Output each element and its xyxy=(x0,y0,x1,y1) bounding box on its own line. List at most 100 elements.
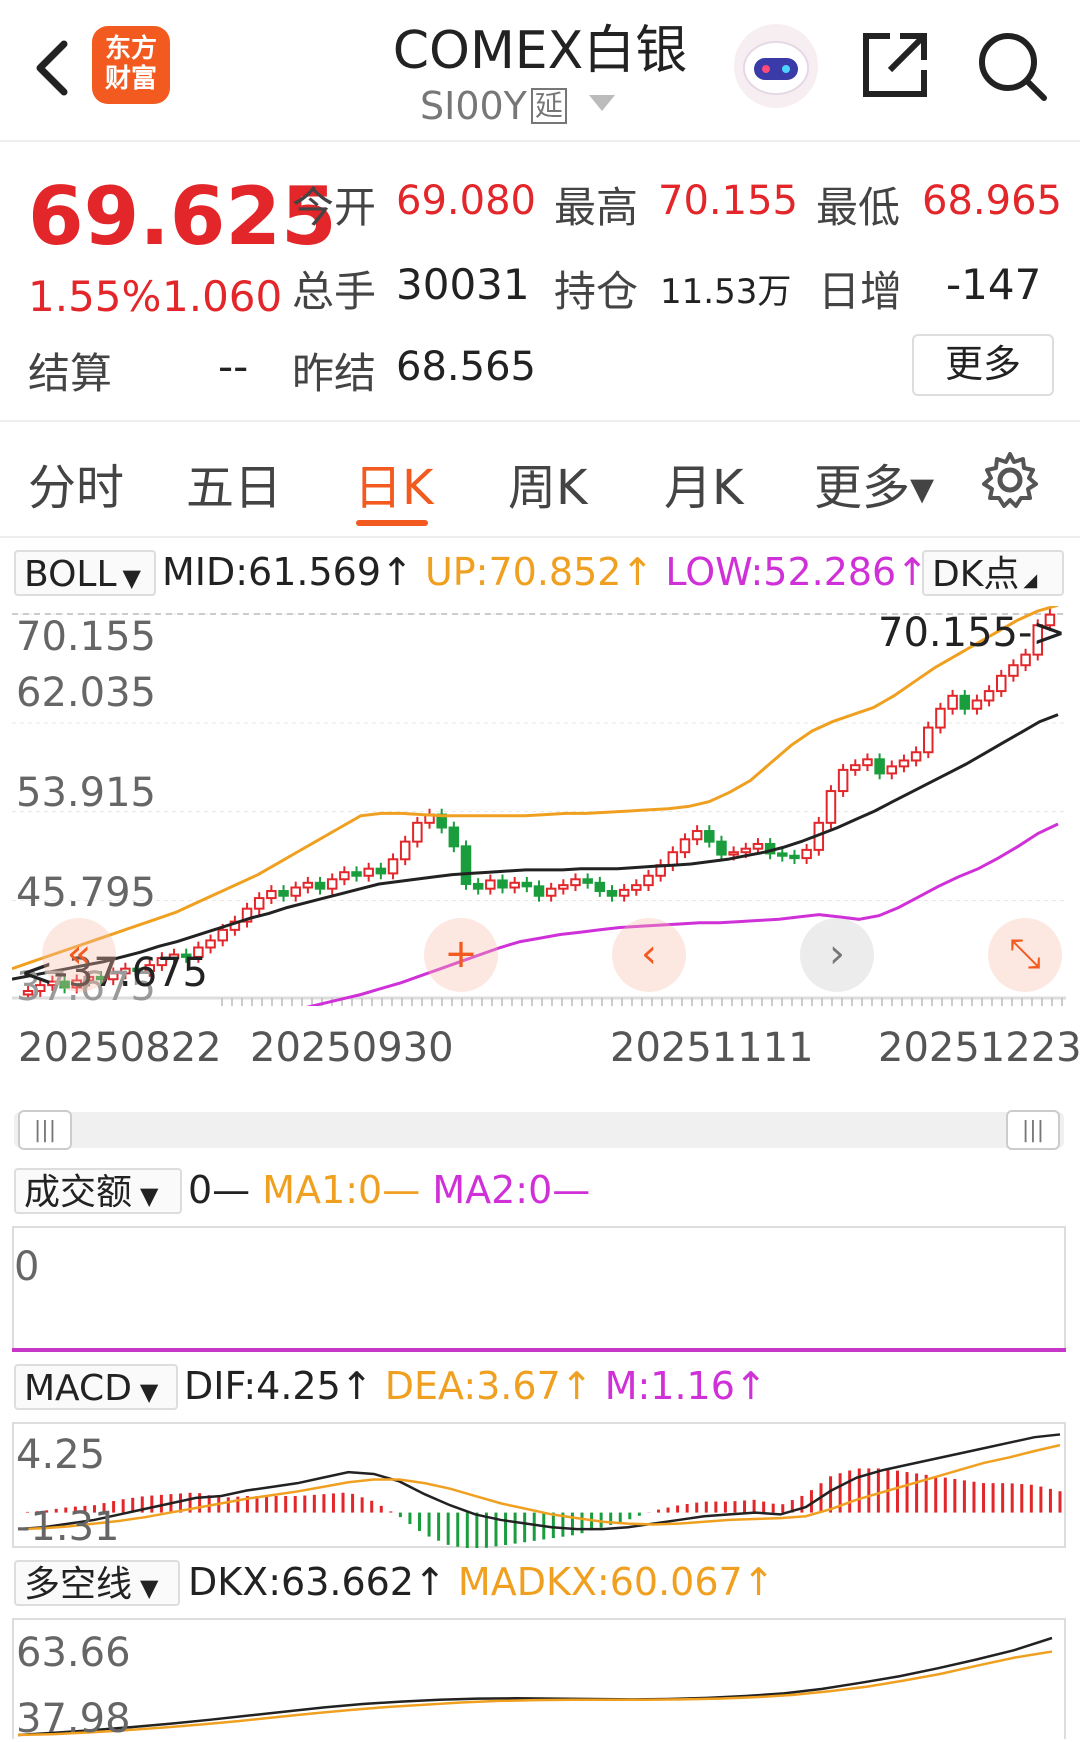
y-tick-label: 37.675 xyxy=(16,964,156,1010)
fullscreen-expand-icon[interactable]: ⤡ xyxy=(988,918,1062,992)
candle-body xyxy=(643,874,654,887)
low-value: 68.965 xyxy=(922,178,1062,224)
search-icon[interactable] xyxy=(976,30,1048,106)
macd-dif-line xyxy=(17,1433,1061,1531)
candle-body xyxy=(387,858,399,875)
scrollbar-left-handle[interactable]: ||| xyxy=(18,1110,72,1150)
settings-gear-icon[interactable] xyxy=(980,450,1040,514)
zoom-in-plus-icon[interactable]: + xyxy=(424,918,498,992)
volume-ma-line xyxy=(12,1348,1066,1352)
tab-more[interactable]: 更多▾ xyxy=(814,460,935,516)
volume-chart[interactable] xyxy=(12,1226,1066,1352)
candle-body xyxy=(83,975,95,982)
dkx-y-bottom: 37.98 xyxy=(16,1696,131,1742)
dropdown-triangle-icon: ▼ xyxy=(140,1574,159,1602)
candle-body xyxy=(180,953,192,958)
macd-dea-line xyxy=(17,1443,1061,1531)
assistant-robot-icon[interactable] xyxy=(734,24,818,108)
candle-body xyxy=(59,980,70,989)
fast-back-icon[interactable]: « xyxy=(42,918,116,992)
candle-body xyxy=(314,881,326,890)
macd-indicator-selector[interactable]: MACD ▼ xyxy=(14,1364,178,1410)
change-amount: 1.060 xyxy=(162,272,283,321)
candle-body xyxy=(1032,624,1044,656)
candle-body xyxy=(558,884,569,890)
candle-body xyxy=(460,845,472,885)
candle-body xyxy=(241,907,253,923)
y-tick-label: 70.155 xyxy=(16,614,156,660)
candle-body xyxy=(947,694,958,710)
max-price-marker: 70.155-> xyxy=(878,610,1066,656)
dropdown-triangle-icon: ▼ xyxy=(139,1378,159,1406)
candlestick-chart[interactable] xyxy=(12,606,1066,1006)
boll-indicator-selector[interactable]: BOLL ▼ xyxy=(14,550,156,596)
tab-weekly-k[interactable]: 周K xyxy=(508,460,588,516)
candle-body xyxy=(120,967,131,975)
dkx-y-top: 63.66 xyxy=(16,1630,131,1676)
app-logo[interactable]: 东方 财富 xyxy=(92,26,170,104)
candle-body xyxy=(399,840,411,861)
candle-body xyxy=(34,984,46,993)
scrollbar-right-handle[interactable]: ||| xyxy=(1006,1110,1060,1150)
volume-indicator-selector[interactable]: 成交额 ▼ xyxy=(14,1168,182,1214)
candle-body xyxy=(983,690,995,702)
dkx-chart[interactable] xyxy=(12,1618,1066,1739)
boll-mid-line xyxy=(12,713,1059,981)
candle-body xyxy=(570,878,581,887)
dropdown-triangle-icon xyxy=(589,95,616,111)
tab-five-day[interactable]: 五日 xyxy=(186,460,283,516)
delayed-badge: 延 xyxy=(530,88,567,124)
candle-body xyxy=(1044,613,1056,627)
candle-body xyxy=(95,975,107,981)
candle-body xyxy=(290,886,301,897)
candle-body xyxy=(1020,653,1031,667)
macd-dif-value: DIF:4.25↑ xyxy=(184,1364,373,1408)
boll-upper-line xyxy=(12,606,1059,971)
boll-mid-value: MID:61.569↑ xyxy=(162,550,413,594)
tab-daily-k[interactable]: 日K xyxy=(354,460,434,516)
prev-settle-value: 68.565 xyxy=(396,344,536,390)
dkx-indicator-selector[interactable]: 多空线 ▼ xyxy=(14,1560,180,1606)
settle-label: 结算 xyxy=(28,349,113,398)
y-tick-label: 53.915 xyxy=(16,770,156,816)
tab-monthly-k[interactable]: 月K xyxy=(664,460,744,516)
instrument-title: COMEX白银 xyxy=(392,21,688,81)
x-date-label: 20251223 xyxy=(878,1025,1080,1071)
prev-settle-label: 昨结 xyxy=(292,349,377,398)
macd-y-top: 4.25 xyxy=(16,1432,106,1478)
volume-y-tick: 0 xyxy=(14,1244,40,1290)
dk-point-button[interactable]: DK点 ◢ xyxy=(922,550,1064,596)
y-tick-label: 62.035 xyxy=(16,670,156,716)
madkx-value: MADKX:60.067↑ xyxy=(457,1560,775,1604)
corner-triangle-icon: ◢ xyxy=(1023,570,1038,591)
candle-body xyxy=(886,765,898,775)
chevron-left-icon[interactable]: ‹ xyxy=(612,918,686,992)
macd-chart[interactable] xyxy=(12,1422,1066,1548)
candle-body xyxy=(71,979,82,989)
candle-body xyxy=(472,882,484,890)
dkx-legend: DKX:63.662↑ MADKX:60.067↑ xyxy=(188,1560,775,1604)
divider xyxy=(0,536,1080,538)
share-icon[interactable] xyxy=(860,30,930,104)
chevron-right-icon[interactable]: › xyxy=(800,918,874,992)
candle-body xyxy=(801,848,812,860)
candle-body xyxy=(339,871,350,881)
candle-body xyxy=(716,840,727,856)
candle-body xyxy=(22,990,34,996)
candle-body xyxy=(253,897,265,910)
candle-body xyxy=(971,699,983,710)
more-quote-button[interactable]: 更多 xyxy=(912,334,1054,396)
volume-legend: 0— MA1:0— MA2:0— xyxy=(188,1168,590,1212)
last-price: 69.625 xyxy=(28,170,337,263)
candle-body xyxy=(485,879,496,890)
back-arrow-icon[interactable] xyxy=(26,38,86,98)
open-label: 今开 xyxy=(292,183,377,232)
candle-body xyxy=(752,842,764,850)
tab-intraday[interactable]: 分时 xyxy=(28,460,125,516)
candle-body xyxy=(375,867,387,875)
candle-body xyxy=(497,879,508,889)
instrument-symbol-selector[interactable]: SI00Y 延 xyxy=(420,84,616,128)
settle-value: -- xyxy=(218,342,249,391)
candle-body xyxy=(205,939,216,949)
range-scrollbar[interactable] xyxy=(14,1112,1064,1148)
